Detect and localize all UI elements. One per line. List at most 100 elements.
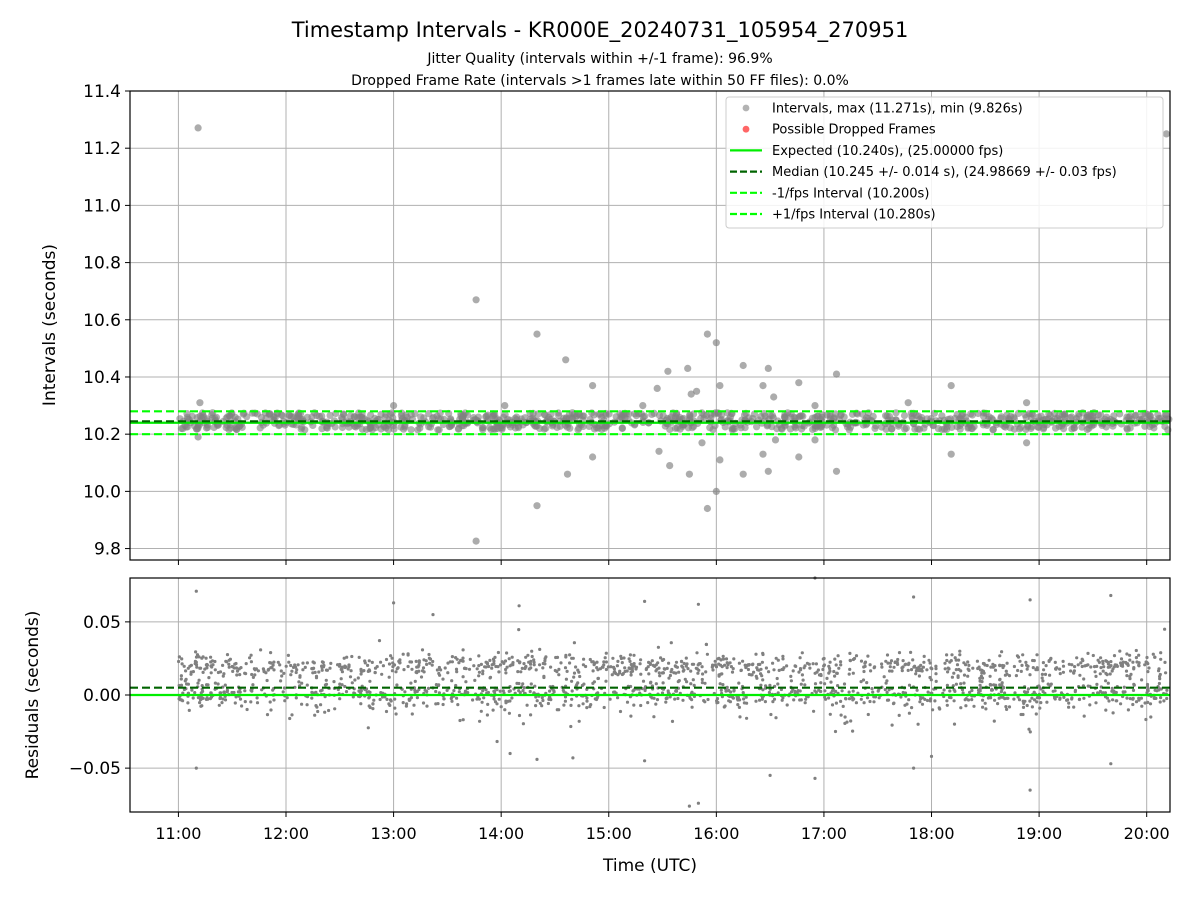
residual-point [938,707,942,711]
residual-point [725,666,729,670]
residual-point [1158,674,1162,679]
interval-outlier-point-47 [1023,439,1031,447]
residual-point [807,662,811,666]
residual-point [862,669,866,674]
residual-point [1145,685,1150,689]
residual-point [1106,665,1110,669]
residual-point [199,704,203,708]
residual-point [559,661,563,665]
interval-point [956,425,964,433]
residual-point [1094,701,1098,705]
interval-point [428,414,437,422]
residual-point [505,651,509,655]
residual-point [869,669,873,673]
time-x-tick-label-7: 18:00 [908,824,954,843]
residual-point [1146,688,1150,692]
residual-point [358,689,362,694]
residual-point [348,675,353,679]
residual-point [283,699,287,703]
residual-point [1146,700,1150,705]
residual-point [994,683,998,687]
residual-point [1022,690,1027,694]
residual-point [394,670,398,674]
residual-point [1067,662,1071,666]
interval-point [781,410,789,418]
residual-point [602,660,606,664]
residual-point [195,653,200,657]
residual-point [1077,697,1082,701]
residual-point [388,703,392,708]
residual-point [910,706,914,710]
residual-point [1021,699,1025,703]
residual-point [903,663,907,667]
residual-point [851,671,855,675]
residual-point [662,657,666,662]
residual-point [998,663,1002,667]
interval-point [303,413,311,421]
residual-point [619,656,624,661]
residual-point [980,671,984,675]
interval-point [837,410,845,418]
residual-point [461,675,465,679]
residual-point [1157,688,1161,692]
intervals-y-tick-label-2: 10.2 [83,425,121,445]
residual-point [851,689,855,693]
interval-outlier-point-31 [759,382,767,390]
interval-outlier-point-3 [390,402,398,410]
residual-point [866,654,870,658]
residual-point [847,690,851,694]
residual-point [823,695,827,699]
residual-point [425,704,429,708]
residual-point [608,697,612,701]
residual-point [477,674,481,678]
residual-point [720,665,724,669]
residual-point [548,689,552,693]
residual-point [930,667,934,671]
interval-point [1155,414,1163,422]
residual-outlier-point-0 [194,589,198,593]
residuals-y-tick-label-0: −0.05 [69,759,121,779]
residual-point [865,696,870,700]
residual-point [218,696,222,701]
residual-point [253,673,257,677]
residual-point [510,663,514,667]
residual-point [990,688,994,692]
residual-point [774,656,778,660]
residual-point [359,702,363,706]
residual-point [179,674,183,678]
residual-point [662,667,666,671]
residual-point [530,654,534,659]
residual-point [985,663,989,668]
residual-point [402,668,406,672]
residual-point [1079,661,1083,665]
residual-point [223,683,227,687]
interval-outlier-point-7 [533,502,541,510]
residual-point [422,658,426,662]
residual-point [261,667,265,671]
residual-point [601,665,605,669]
residual-point [401,701,405,705]
residual-point [689,682,693,686]
residual-point [1053,660,1057,665]
residual-point [423,688,427,692]
residual-point [227,662,231,666]
residual-outlier-point-19 [1028,598,1032,602]
residual-point [610,673,614,677]
residual-point [791,669,795,673]
residual-point [968,690,972,695]
residual-point [288,716,292,721]
residual-point [413,679,417,684]
residual-point [1015,654,1020,658]
residual-point [553,668,557,673]
residual-point [1025,667,1029,671]
residual-point [926,690,930,694]
interval-outlier-point-21 [693,387,701,395]
residual-point [685,662,689,666]
residual-point [634,667,638,671]
residual-point [943,667,947,671]
residual-point [989,665,993,669]
residual-point [368,690,372,695]
residual-point [222,672,226,676]
residual-point [982,671,986,675]
residual-point [428,661,432,665]
